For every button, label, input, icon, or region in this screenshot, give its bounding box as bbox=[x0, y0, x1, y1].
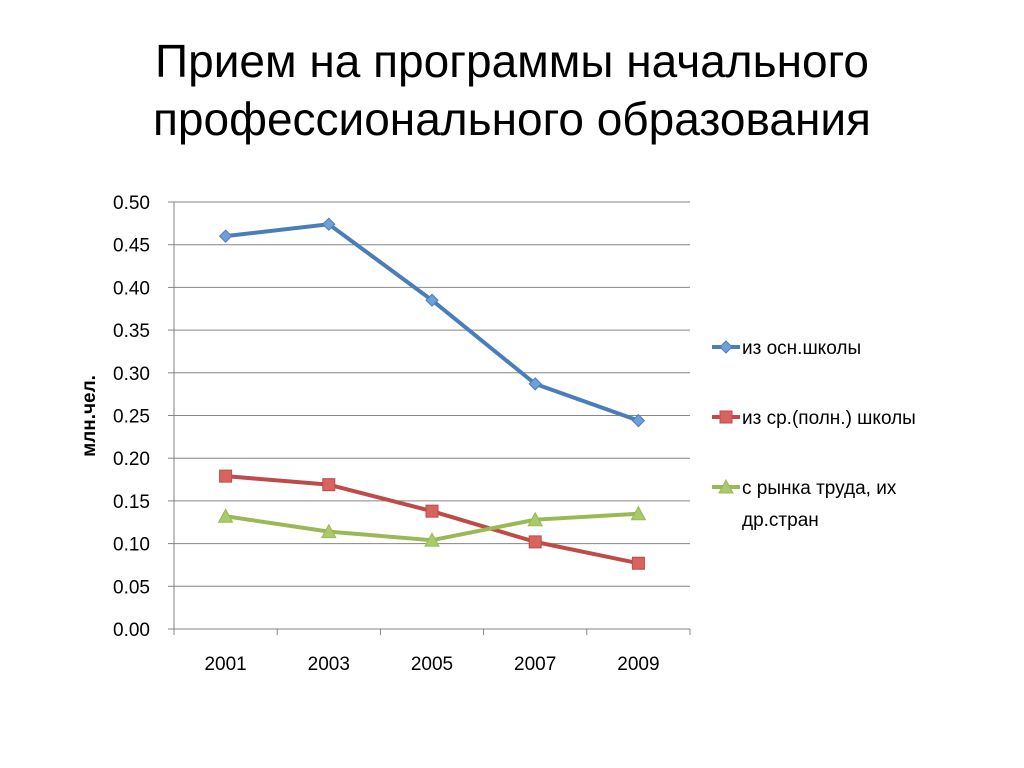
x-tick-label: 2003 bbox=[308, 654, 350, 675]
legend-marker-1 bbox=[719, 340, 733, 354]
legend-label-2: из ср.(полн.) школы bbox=[742, 408, 916, 429]
legend-marker-3 bbox=[718, 478, 734, 494]
x-tick-label: 2005 bbox=[411, 654, 453, 675]
data-point-s2 bbox=[425, 504, 439, 518]
y-tick-label: 0.35 bbox=[113, 321, 150, 342]
data-point-s1 bbox=[218, 229, 233, 243]
data-point-s3 bbox=[527, 511, 544, 527]
y-tick-label: 0.00 bbox=[113, 620, 150, 641]
y-tick-label: 0.50 bbox=[113, 193, 150, 214]
y-tick-label: 0.45 bbox=[113, 236, 150, 257]
y-tick-label: 0.40 bbox=[113, 278, 150, 299]
data-point-s2 bbox=[528, 535, 542, 549]
data-point-s2 bbox=[322, 478, 336, 492]
data-point-s2 bbox=[631, 556, 645, 570]
series-line-1 bbox=[223, 222, 641, 423]
legend-label-3: с рынка труда, их bbox=[742, 478, 897, 499]
data-point-s3 bbox=[320, 523, 337, 539]
data-point-s1 bbox=[528, 377, 542, 391]
slide-title: Прием на программы начального профессион… bbox=[40, 32, 984, 148]
y-tick-label: 0.05 bbox=[113, 577, 150, 598]
data-point-s2 bbox=[219, 469, 233, 483]
x-tick-label: 2007 bbox=[514, 654, 556, 675]
data-point-s3 bbox=[630, 505, 647, 521]
series-line-2 bbox=[223, 474, 641, 566]
legend-label-3: др.стран bbox=[742, 510, 819, 531]
title-line-2: профессионального образования bbox=[153, 93, 871, 145]
y-tick-label: 0.30 bbox=[113, 364, 150, 385]
data-point-s1 bbox=[631, 413, 646, 428]
legend-marker-2 bbox=[719, 410, 733, 424]
data-point-s3 bbox=[217, 508, 234, 523]
x-tick-label: 2001 bbox=[204, 654, 246, 675]
y-tick-label: 0.15 bbox=[113, 492, 150, 513]
y-axis-title: млн.чел. bbox=[79, 375, 100, 457]
data-point-s1 bbox=[322, 217, 336, 231]
data-point-s1 bbox=[425, 293, 439, 307]
y-tick-label: 0.20 bbox=[113, 449, 150, 470]
data-point-s3 bbox=[424, 532, 440, 547]
y-tick-label: 0.25 bbox=[113, 407, 150, 428]
legend-label-1: из осн.школы bbox=[742, 338, 861, 359]
title-line-1: Прием на программы начального bbox=[155, 35, 869, 87]
x-tick-label: 2009 bbox=[617, 654, 659, 675]
y-tick-label: 0.10 bbox=[113, 535, 150, 556]
